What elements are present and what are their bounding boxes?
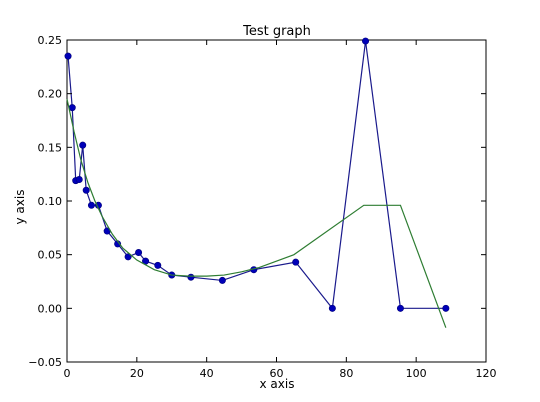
x-tick-label: 40 <box>200 367 214 380</box>
series-0-point <box>64 52 72 60</box>
series-0-point <box>154 261 162 269</box>
x-tick-label: 20 <box>130 367 144 380</box>
plot-area <box>64 37 487 363</box>
series-0-point <box>87 201 95 209</box>
series-0-point <box>362 37 370 45</box>
y-tick-label: 0.20 <box>38 88 63 101</box>
series-0-point <box>442 304 450 312</box>
x-tick-label: 80 <box>339 367 353 380</box>
series-0-point <box>292 258 300 266</box>
x-tick-label: 60 <box>270 367 284 380</box>
y-tick-label: −0.05 <box>28 356 62 369</box>
y-tick-label: 0.05 <box>38 249 63 262</box>
series-0-point <box>396 304 404 312</box>
x-tick-label: 100 <box>406 367 427 380</box>
y-axis-title: y axis <box>13 190 27 225</box>
chart-title: Test graph <box>242 24 311 39</box>
y-tick-label: 0.00 <box>38 302 63 315</box>
x-tick-label: 120 <box>476 367 497 380</box>
x-ticks: 0 20 40 60 80 100 120 <box>64 40 497 380</box>
series-1-line <box>66 98 447 328</box>
x-axis-title: x axis <box>260 377 295 391</box>
series-0-point <box>218 276 226 284</box>
series-0-point <box>328 304 336 312</box>
y-tick-label: 0.25 <box>38 34 63 47</box>
y-tick-label: 0.10 <box>38 195 63 208</box>
plot-frame <box>66 39 487 363</box>
y-tick-label: 0.15 <box>38 141 63 154</box>
series-0-point <box>79 141 87 149</box>
y-ticks: −0.05 0.00 0.05 0.10 0.15 0.20 0.25 <box>28 34 486 369</box>
x-tick-label: 0 <box>64 367 71 380</box>
series-0-point <box>135 249 143 257</box>
series-0-point <box>68 104 76 112</box>
series-0-point <box>187 273 195 281</box>
series-0-point <box>124 253 132 261</box>
series-0-point <box>82 186 90 194</box>
series-0-point <box>75 176 83 184</box>
